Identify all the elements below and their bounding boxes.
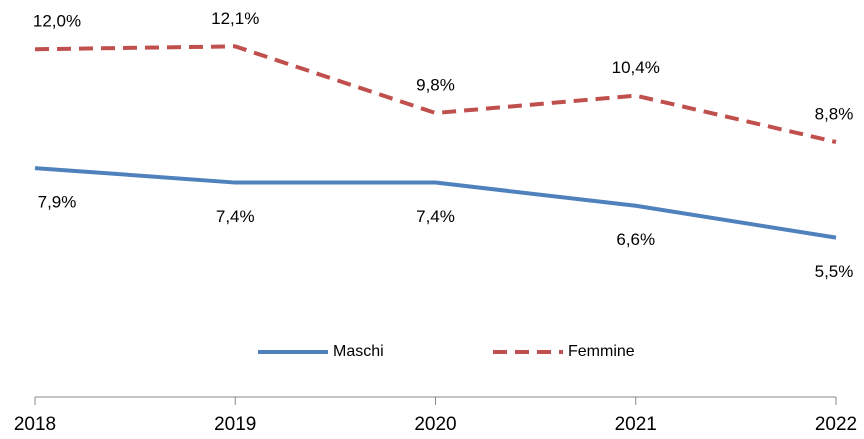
data-label: 12,1% bbox=[211, 9, 259, 28]
data-label: 9,8% bbox=[416, 75, 455, 94]
series-line bbox=[34, 166, 837, 240]
data-label: 8,8% bbox=[815, 104, 854, 123]
data-label: 10,4% bbox=[612, 58, 660, 77]
data-label: 7,4% bbox=[416, 207, 455, 226]
data-label: 12,0% bbox=[33, 12, 81, 31]
x-tick-label: 2021 bbox=[615, 414, 657, 435]
data-label: 7,4% bbox=[216, 207, 255, 226]
x-tick-label: 2018 bbox=[14, 414, 56, 435]
x-tick-label: 2022 bbox=[815, 414, 857, 435]
series-line bbox=[34, 44, 837, 144]
data-label: 5,5% bbox=[815, 262, 854, 281]
x-tick-label: 2020 bbox=[414, 414, 456, 435]
legend-label: Maschi bbox=[333, 343, 384, 360]
data-label: 6,6% bbox=[616, 230, 655, 249]
legend-label: Femmine bbox=[568, 343, 635, 360]
x-tick-label: 2019 bbox=[214, 414, 256, 435]
data-label: 7,9% bbox=[38, 193, 77, 212]
